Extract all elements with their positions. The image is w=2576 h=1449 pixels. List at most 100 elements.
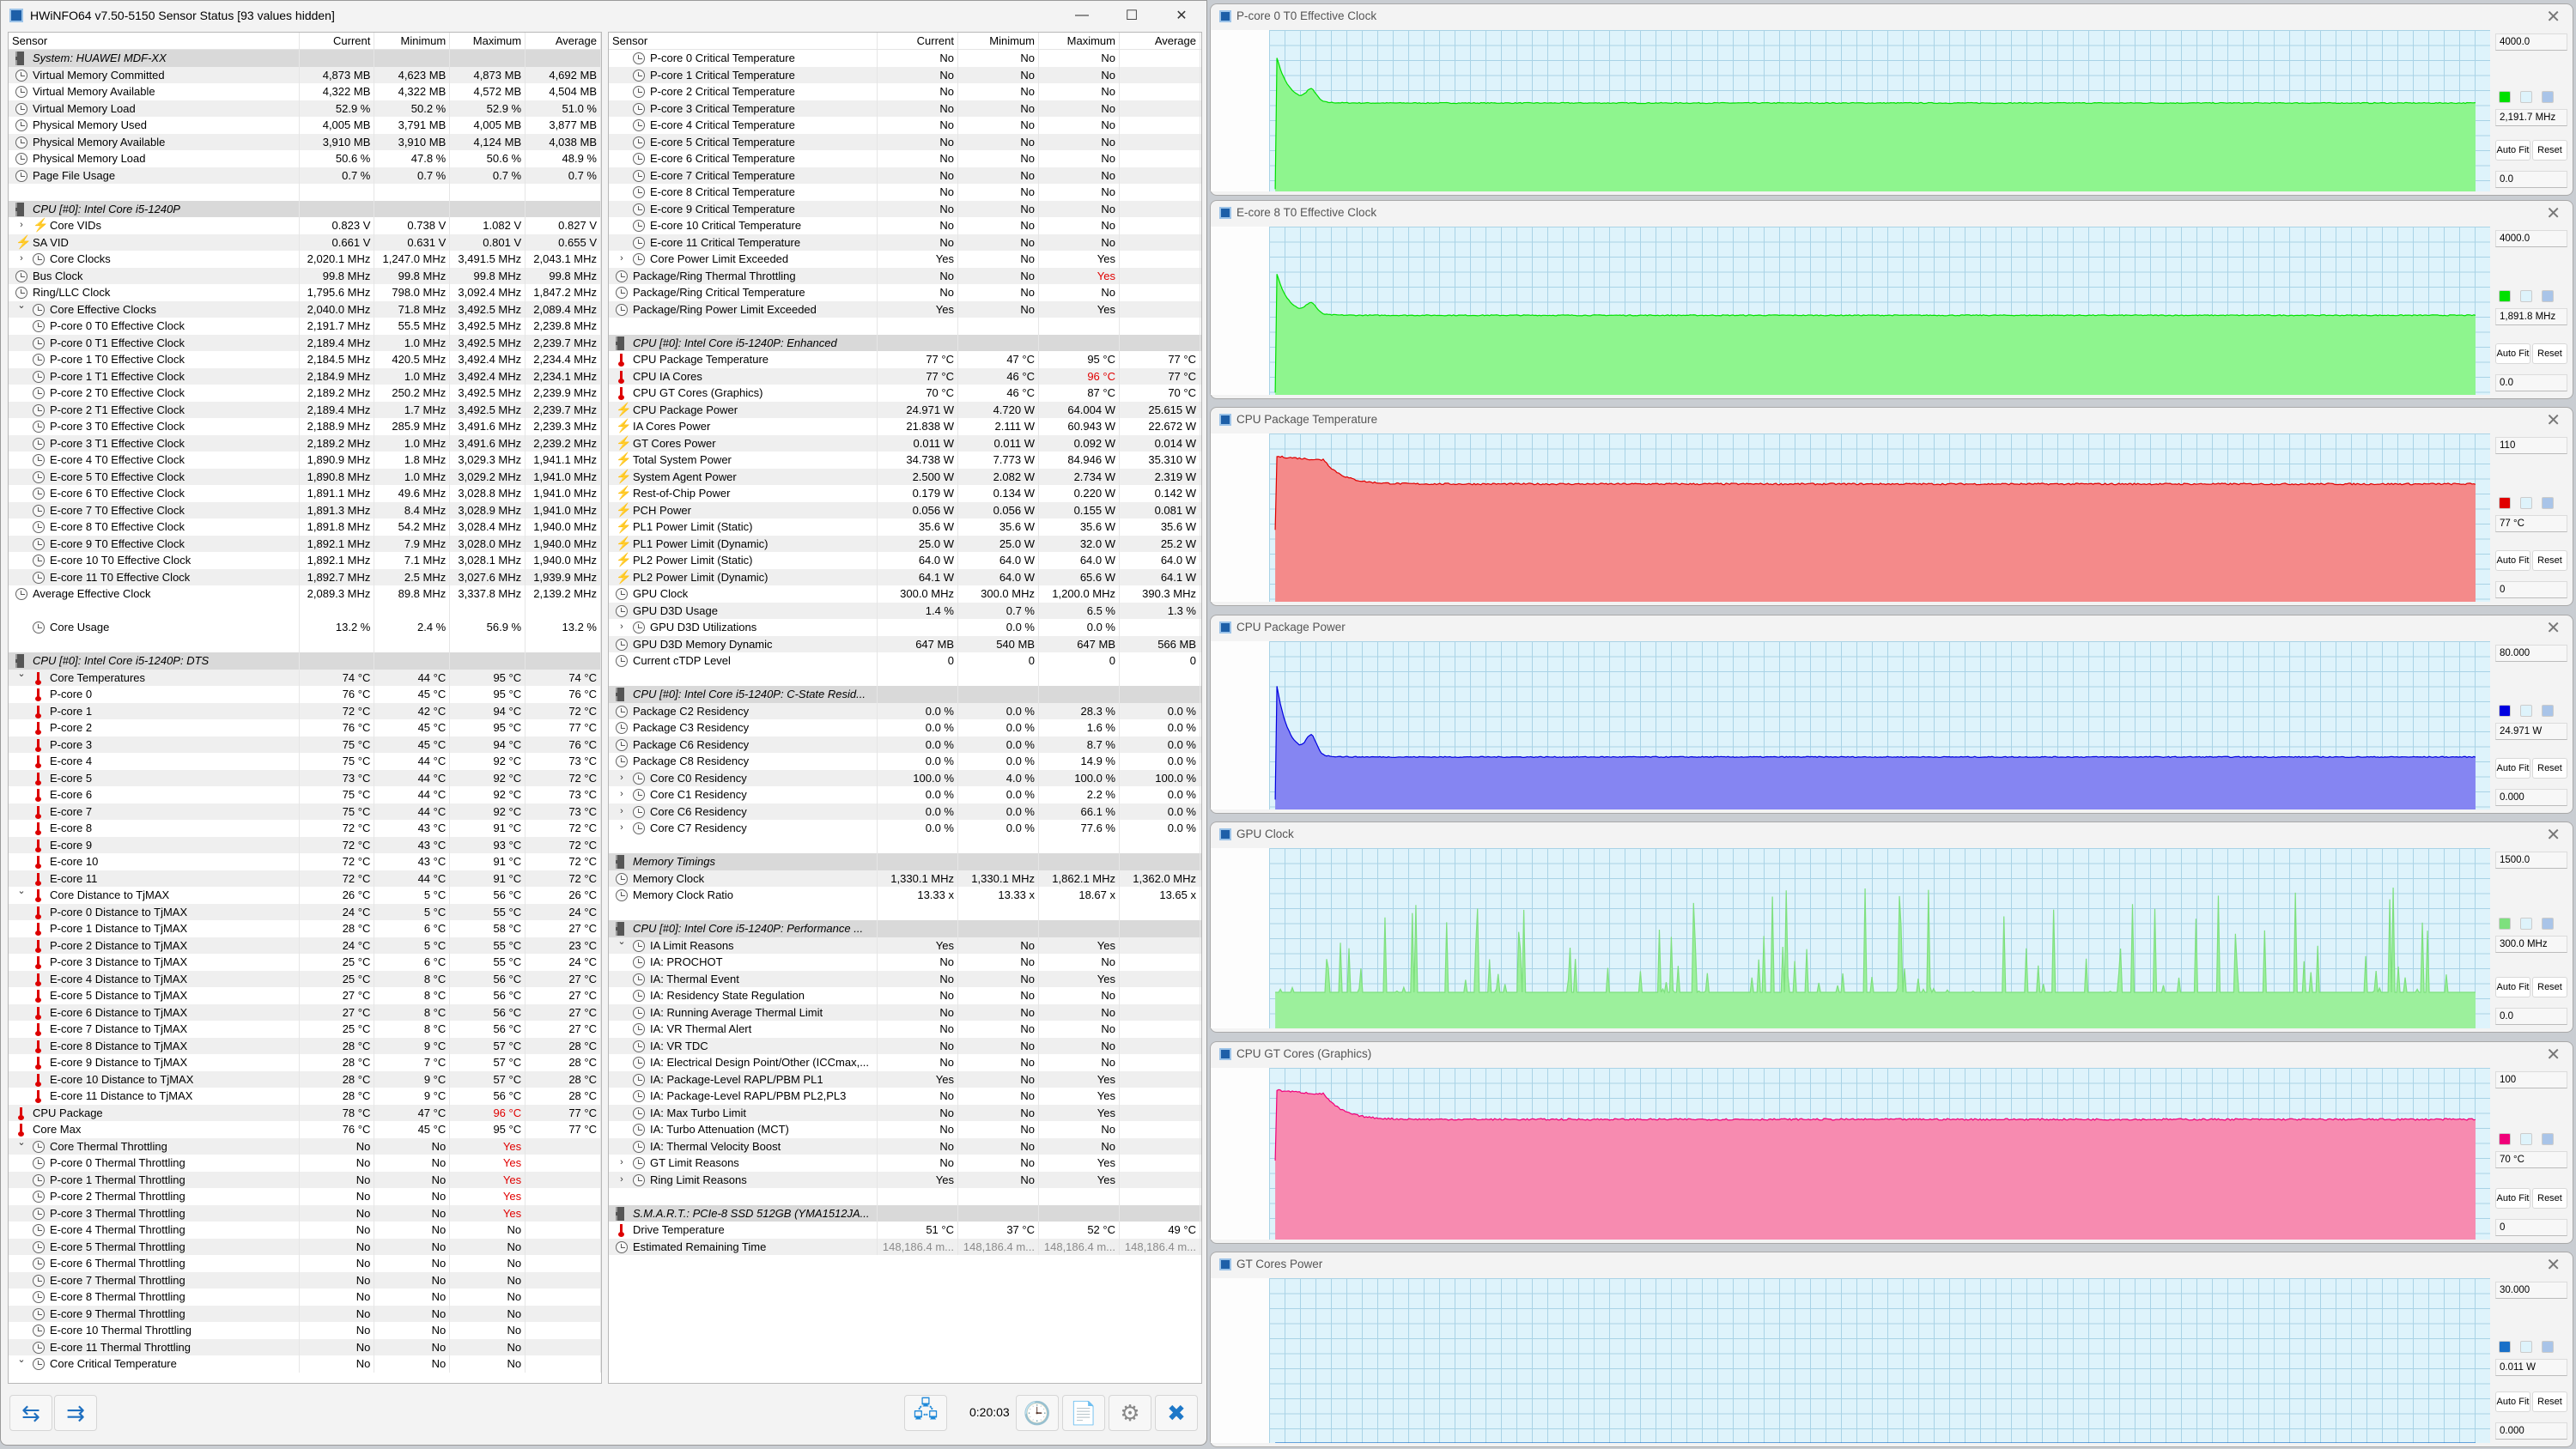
sensor-row[interactable]: P-core 2 Thermal Throttling No No Yes (9, 1188, 601, 1205)
series-color-swatch[interactable] (2499, 918, 2511, 930)
chevron-down-icon[interactable]: ⌄ (17, 1355, 26, 1365)
close-button[interactable]: ✕ (1176, 9, 1188, 23)
sensor-row[interactable]: Drive Temperature 51 °C 37 °C 52 °C 49 °C (609, 1222, 1201, 1239)
sensor-row[interactable]: Page File Usage 0.7 % 0.7 % 0.7 % 0.7 % (9, 167, 601, 184)
graph-close-button[interactable]: ✕ (2546, 1256, 2561, 1275)
sensor-row[interactable]: GPU D3D Usage 1.4 % 0.7 % 6.5 % 1.3 % (609, 602, 1201, 619)
sensor-row[interactable]: E-core 8 Critical Temperature No No No (609, 184, 1201, 201)
sensor-row[interactable]: CPU Package 78 °C 47 °C 96 °C 77 °C (9, 1104, 601, 1121)
sensor-row[interactable]: Physical Memory Available 3,910 MB 3,910 M… (9, 133, 601, 150)
sensor-row[interactable]: E-core 9 72 °C 43 °C 93 °C 72 °C (9, 836, 601, 853)
sensor-row[interactable]: E-core 5 Thermal Throttling No No No (9, 1238, 601, 1255)
sensor-row[interactable]: E-core 7 Distance to TjMAX 25 °C 8 °C 56 °C… (9, 1021, 601, 1038)
sensor-row[interactable]: E-core 8 72 °C 43 °C 91 °C 72 °C (9, 820, 601, 837)
graph-window[interactable]: CPU Package Power ✕ 80.000 24.971 W Auto Fit… (1210, 615, 2573, 814)
sensor-row[interactable]: P-core 1 72 °C 42 °C 94 °C 72 °C (9, 702, 601, 719)
chevron-down-icon[interactable]: ⌄ (17, 669, 26, 679)
sensor-group-header[interactable]: ⌄ S.M.A.R.T.: PCIe-8 SSD 512GB (YMA1512JA… (609, 1204, 1201, 1222)
sensor-row[interactable]: E-core 9 T0 Effective Clock 1,892.1 MHz 7.… (9, 535, 601, 552)
scale-min-field[interactable]: 0.0 (2495, 374, 2567, 391)
sensor-row[interactable]: P-core 1 Distance to TjMAX 28 °C 6 °C 58 °C… (9, 920, 601, 937)
sensor-row[interactable]: P-core 1 T1 Effective Clock 2,184.9 MHz 1.… (9, 367, 601, 385)
sensor-row[interactable]: E-core 6 75 °C 44 °C 92 °C 73 °C (9, 786, 601, 803)
sensor-row[interactable]: ⚡ PL1 Power Limit (Dynamic) 25.0 W 25.0 W 32… (609, 535, 1201, 552)
sensor-row[interactable]: E-core 6 Thermal Throttling No No No (9, 1255, 601, 1272)
sensor-row[interactable]: ⌄ Core Critical Temperature No No No (9, 1355, 601, 1373)
graph-close-button[interactable]: ✕ (2546, 619, 2561, 638)
maximize-button[interactable]: ☐ (1125, 9, 1139, 23)
sensor-row[interactable]: ⚡ CPU Package Power 24.971 W 4.720 W 64.004 … (609, 401, 1201, 418)
sensor-row[interactable]: E-core 7 T0 Effective Clock 1,891.3 MHz 8.… (9, 501, 601, 518)
scale-max-field[interactable]: 1500.0 (2495, 852, 2567, 869)
sensor-row[interactable]: E-core 4 T0 Effective Clock 1,890.9 MHz 1.… (9, 452, 601, 469)
sensor-row[interactable]: P-core 1 Thermal Throttling No No Yes (9, 1171, 601, 1188)
sensor-row[interactable]: E-core 10 Distance to TjMAX 28 °C 9 °C 57 °… (9, 1070, 601, 1088)
sensor-row[interactable]: GPU Clock 300.0 MHz 300.0 MHz 1,200.0 MHz 39… (609, 585, 1201, 603)
reset-button[interactable]: Reset (2532, 1391, 2567, 1412)
auto-fit-button[interactable]: Auto Fit (2495, 1391, 2530, 1412)
chevron-right-icon[interactable]: › (620, 1157, 623, 1167)
sensor-row[interactable]: P-core 1 Critical Temperature No No No (609, 66, 1201, 83)
sensor-row[interactable]: E-core 11 Critical Temperature No No No (609, 233, 1201, 251)
sensor-row[interactable]: E-core 9 Distance to TjMAX 28 °C 7 °C 57 °C… (9, 1054, 601, 1071)
sensor-row[interactable]: Physical Memory Used 4,005 MB 3,791 MB 4,00… (9, 117, 601, 134)
sensor-row[interactable]: IA: Residency State Regulation No No No (609, 987, 1201, 1004)
chevron-down-icon[interactable]: ⌄ (609, 853, 611, 867)
sensor-row[interactable]: P-core 2 T0 Effective Clock 2,189.2 MHz 25… (9, 385, 601, 402)
sensor-row[interactable]: E-core 11 T0 Effective Clock 1,892.7 MHz 2… (9, 568, 601, 585)
sensor-row[interactable]: P-core 0 Critical Temperature No No No (609, 50, 1201, 67)
chevron-down-icon[interactable]: ⌄ (609, 920, 611, 934)
sensor-row[interactable]: P-core 3 T0 Effective Clock 2,188.9 MHz 28… (9, 418, 601, 435)
sensor-row[interactable]: IA: Turbo Attenuation (MCT) No No No (609, 1121, 1201, 1138)
auto-fit-button[interactable]: Auto Fit (2495, 758, 2530, 779)
chevron-right-icon[interactable]: › (620, 253, 623, 264)
grid-color-swatch[interactable] (2542, 705, 2554, 717)
sensor-group-header[interactable]: ⌄ Memory Timings (609, 853, 1201, 870)
chevron-down-icon[interactable]: ⌄ (17, 300, 26, 311)
graph-window[interactable]: E-core 8 T0 Effective Clock ✕ 4000.0 1,891.… (1210, 200, 2573, 399)
scale-min-field[interactable]: 0 (2495, 1219, 2567, 1236)
sensor-row[interactable]: E-core 5 73 °C 44 °C 92 °C 72 °C (9, 769, 601, 786)
sensor-group-header[interactable]: ⌄ System: HUAWEI MDF-XX (9, 50, 601, 67)
graph-close-button[interactable]: ✕ (2546, 204, 2561, 223)
sensor-row[interactable]: P-core 2 76 °C 45 °C 95 °C 77 °C (9, 719, 601, 737)
sensor-row[interactable]: CPU Package Temperature 77 °C 47 °C 95 °C 77… (609, 351, 1201, 368)
sensor-row[interactable]: Virtual Memory Committed 4,873 MB 4,623 MB… (9, 66, 601, 83)
sensor-row[interactable]: E-core 8 Distance to TjMAX 28 °C 9 °C 57 °C… (9, 1037, 601, 1054)
sensor-row[interactable]: P-core 0 Thermal Throttling No No Yes (9, 1155, 601, 1172)
sensor-row[interactable]: Ring/LLC Clock 1,795.6 MHz 798.0 MHz 3,092.… (9, 284, 601, 301)
column-header-sensor[interactable]: Sensor (9, 33, 300, 49)
sensor-row[interactable]: ⌄ Core Distance to TjMAX 26 °C 5 °C 56 °C 26 … (9, 887, 601, 904)
sensor-row[interactable]: P-core 3 Thermal Throttling No No Yes (9, 1204, 601, 1222)
graph-close-button[interactable]: ✕ (2546, 8, 2561, 27)
reset-button[interactable]: Reset (2532, 977, 2567, 997)
sensor-row[interactable]: P-core 0 76 °C 45 °C 95 °C 76 °C (9, 686, 601, 703)
scale-max-field[interactable]: 4000.0 (2495, 230, 2567, 247)
sensor-row[interactable]: IA: Package-Level RAPL/PBM PL2,PL3 No No Ye… (609, 1088, 1201, 1105)
graph-window[interactable]: CPU Package Temperature ✕ 110 77 °C Auto Fit… (1210, 407, 2573, 606)
network-button[interactable]: 🖧 (904, 1395, 947, 1431)
sensor-row[interactable]: E-core 4 75 °C 44 °C 92 °C 73 °C (9, 753, 601, 770)
sensor-row[interactable]: Virtual Memory Load 52.9 % 50.2 % 52.9 % 51.… (9, 100, 601, 117)
sensor-row[interactable]: E-core 10 Thermal Throttling No No No (9, 1322, 601, 1339)
graph-close-button[interactable]: ✕ (2546, 826, 2561, 845)
sensor-row[interactable]: IA: Package-Level RAPL/PBM PL1 Yes No Yes (609, 1070, 1201, 1088)
chevron-down-icon[interactable]: ⌄ (617, 937, 626, 947)
reset-button[interactable]: Reset (2532, 140, 2567, 161)
background-color-swatch[interactable] (2520, 1133, 2532, 1145)
chevron-down-icon[interactable]: ⌄ (17, 1137, 26, 1148)
column-header-average[interactable]: Average (1120, 33, 1200, 49)
background-color-swatch[interactable] (2520, 290, 2532, 302)
sensor-row[interactable]: E-core 11 Thermal Throttling No No No (9, 1338, 601, 1355)
sensor-row[interactable]: Current cTDP Level 0 0 0 0 (609, 652, 1201, 670)
series-color-swatch[interactable] (2499, 1341, 2511, 1353)
sensor-row[interactable]: › Core C6 Residency 0.0 % 0.0 % 66.1 % 0.0 % (609, 803, 1201, 820)
sensor-row[interactable]: IA: Thermal Velocity Boost No No No (609, 1137, 1201, 1155)
sensor-row[interactable]: ⌄ IA Limit Reasons Yes No Yes (609, 937, 1201, 954)
sensor-row[interactable]: E-core 6 Distance to TjMAX 27 °C 8 °C 56 °C… (9, 1003, 601, 1021)
background-color-swatch[interactable] (2520, 91, 2532, 103)
sensor-row[interactable]: Estimated Remaining Time 148,186.4 m... 14… (609, 1238, 1201, 1255)
chevron-right-icon[interactable]: › (620, 805, 623, 816)
sensor-row[interactable]: Average Effective Clock 2,089.3 MHz 89.8 M… (9, 585, 601, 603)
